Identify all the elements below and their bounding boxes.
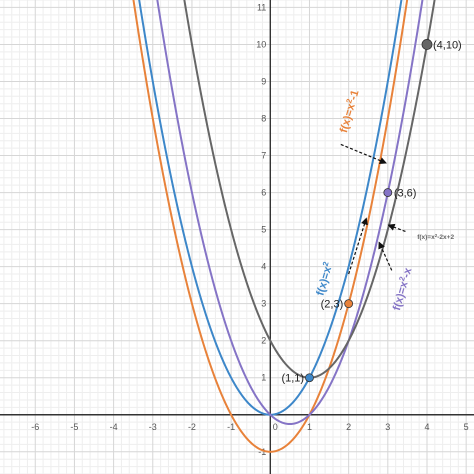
y-tick-label: 4 bbox=[261, 262, 266, 272]
point-label: (2,3) bbox=[321, 299, 344, 311]
point-label: (3,6) bbox=[394, 188, 417, 200]
y-tick-labels: -1 1 2 3 4 5 6 7 8 9 10 11 bbox=[256, 2, 266, 456]
x-tick-label: -4 bbox=[110, 422, 118, 432]
y-tick-label: 9 bbox=[261, 76, 266, 86]
function-label: f(x)=x2-2x+2 bbox=[417, 232, 454, 241]
annotation-arrow bbox=[387, 223, 406, 233]
y-tick-label: 11 bbox=[257, 2, 266, 12]
y-tick-label: 1 bbox=[261, 373, 266, 383]
y-tick-label: 10 bbox=[256, 39, 266, 49]
y-tick-label: 5 bbox=[261, 225, 266, 235]
point-label: (1,1) bbox=[281, 373, 304, 385]
x-tick-label: 1 bbox=[307, 422, 312, 432]
data-point bbox=[305, 373, 314, 383]
annotation-arrow bbox=[378, 241, 393, 271]
x-tick-label: -2 bbox=[188, 422, 196, 432]
curve-line bbox=[132, 0, 409, 453]
x-tick-labels: -6 -5 -4 -3 -2 -1 0 1 2 3 4 5 bbox=[31, 422, 468, 432]
x-tick-label: -1 bbox=[227, 422, 235, 432]
y-tick-label: 3 bbox=[261, 299, 266, 309]
data-point bbox=[344, 299, 354, 309]
point-label: (4,10) bbox=[433, 39, 462, 51]
x-tick-label: 2 bbox=[346, 422, 351, 432]
curve-line bbox=[156, 0, 424, 426]
points: (1,1) (2,3) (3,6) (4,10) bbox=[281, 39, 462, 385]
function-label: f(x)=x2 bbox=[312, 260, 335, 297]
y-tick-label: 7 bbox=[261, 151, 266, 161]
annotation-arrows bbox=[340, 143, 406, 275]
y-tick-label: 2 bbox=[261, 336, 266, 346]
x-tick-label: 3 bbox=[385, 422, 390, 432]
data-point bbox=[421, 39, 433, 50]
x-tick-label: -6 bbox=[31, 422, 39, 432]
x-tick-label: 5 bbox=[464, 422, 469, 432]
x-tick-label: 4 bbox=[424, 422, 429, 432]
y-tick-label: -1 bbox=[258, 447, 266, 457]
x-tick-label: -3 bbox=[149, 422, 157, 432]
x-tick-label: 0 bbox=[273, 422, 278, 432]
data-point bbox=[383, 188, 393, 197]
x-tick-label: -5 bbox=[70, 422, 78, 432]
y-tick-label: 8 bbox=[261, 114, 266, 124]
annotation-arrow bbox=[340, 143, 387, 164]
y-tick-label: 6 bbox=[261, 188, 266, 198]
